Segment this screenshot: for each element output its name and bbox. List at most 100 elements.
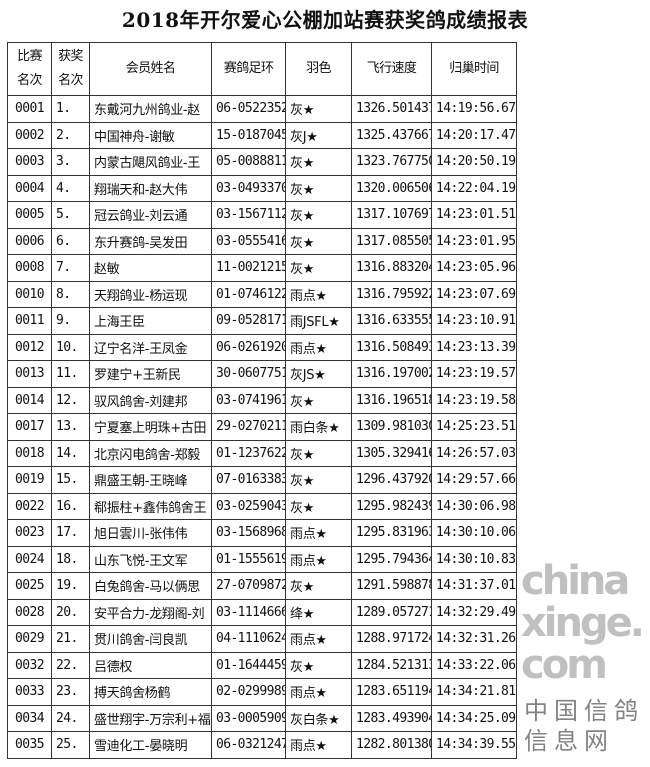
arrival-time-cell: 14:32:31.260 xyxy=(431,625,517,653)
ring-number-cell: 29-0270211 xyxy=(211,413,286,441)
ring-number-cell: 05-0088811 xyxy=(211,148,286,176)
ring-number-cell: 01-1644459 xyxy=(211,651,286,679)
color-cell: 灰★ xyxy=(285,386,352,414)
table-row: 0001 1. 东戴河九州鸽业-赵 06-0522352 灰★ 1326.501437 14… xyxy=(7,95,517,123)
arrival-time-cell: 14:33:22.060 xyxy=(431,651,517,679)
results-table: 比赛名次 获奖名次 会员姓名 赛鸽足环 羽色 飞行速度 归巢时间 0001 1. 东戴河九州鸽业… xyxy=(7,42,517,759)
speed-cell: 1325.437667 xyxy=(351,121,432,149)
table-row: 0034 24. 盛世翔宇-万宗利+福 03-0005909 灰白条★ 1283.4939… xyxy=(7,704,517,732)
ring-number-cell: 01-0746122 xyxy=(211,280,286,308)
color-cell: 灰★ xyxy=(285,439,352,467)
member-name-cell: 驭风鸽舍-刘建邦 xyxy=(89,386,212,414)
member-name-cell: 雪迪化工-晏晓明 xyxy=(89,731,212,759)
table-row: 0006 6. 东升赛鸽-吴发田 03-0555416 灰★ 1317.085505 14:… xyxy=(7,227,517,255)
ring-number-cell: 09-0528171 xyxy=(211,307,286,335)
rank-header: 比赛名次 xyxy=(7,42,52,96)
ring-number-cell: 03-1567112 xyxy=(211,201,286,229)
member-name-cell: 东升赛鸽-吴发田 xyxy=(89,227,212,255)
award-rank-cell: 18. xyxy=(51,545,90,573)
ring-number-cell: 03-1114666 xyxy=(211,598,286,626)
header-row: 比赛名次 获奖名次 会员姓名 赛鸽足环 羽色 飞行速度 归巢时间 xyxy=(7,42,517,96)
speed-cell: 1323.767750 xyxy=(351,148,432,176)
award-rank-cell: 21. xyxy=(51,625,90,653)
award-rank-cell: 20. xyxy=(51,598,90,626)
rank-cell: 0011 xyxy=(7,307,52,335)
award-rank-cell: 25. xyxy=(51,731,90,759)
color-cell: 灰J★ xyxy=(285,121,352,149)
member-name-cell: 白兔鸽舍-马以俩思 xyxy=(89,572,212,600)
rank-cell: 0022 xyxy=(7,492,52,520)
table-row: 0024 18. 山东飞悦-王文军 01-1555619 雨点★ 1295.794364 1… xyxy=(7,545,517,573)
rank-cell: 0001 xyxy=(7,95,52,123)
rank-cell: 0023 xyxy=(7,519,52,547)
speed-cell: 1316.883204 xyxy=(351,254,432,282)
color-cell: 灰★ xyxy=(285,148,352,176)
rank-cell: 0014 xyxy=(7,386,52,414)
color-cell: 雨点★ xyxy=(285,545,352,573)
arrival-time-cell: 14:30:10.830 xyxy=(431,545,517,573)
member-name-cell: 上海王臣 xyxy=(89,307,212,335)
table-row: 0013 11. 罗建宁+王新民 30-0607751 灰JS★ 1316.197002 1… xyxy=(7,360,517,388)
member-name-cell: 翔瑞天和-赵大伟 xyxy=(89,174,212,202)
table-row: 0029 21. 贯川鸽舍-闫良凯 04-1110624 雨点★ 1288.971724 1… xyxy=(7,625,517,653)
arrival-time-cell: 14:31:37.010 xyxy=(431,572,517,600)
arrival-time-cell: 14:22:04.190 xyxy=(431,174,517,202)
member-name-cell: 安平合力-龙翔阁-刘 xyxy=(89,598,212,626)
speed-cell: 1283.651194 xyxy=(351,678,432,706)
member-name-cell: 北京闪电鸽舍-郑毅 xyxy=(89,439,212,467)
rank-cell: 0017 xyxy=(7,413,52,441)
arrival-time-cell: 14:20:50.190 xyxy=(431,148,517,176)
member-name-cell: 郗振柱+鑫伟鸽舍王 xyxy=(89,492,212,520)
rank-cell: 0019 xyxy=(7,466,52,494)
color-cell: 雨点★ xyxy=(285,678,352,706)
table-row: 0014 12. 驭风鸽舍-刘建邦 03-0741961 灰★ 1316.196518 14… xyxy=(7,386,517,414)
award-rank-cell: 5. xyxy=(51,201,90,229)
member-name-cell: 旭日雲川-张伟伟 xyxy=(89,519,212,547)
speed-cell: 1291.598878 xyxy=(351,572,432,600)
arrival-time-cell: 14:23:19.580 xyxy=(431,386,517,414)
award-rank-cell: 7. xyxy=(51,254,90,282)
ring-number-cell: 01-1237622 xyxy=(211,439,286,467)
award-rank-cell: 12. xyxy=(51,386,90,414)
award-rank-cell: 23. xyxy=(51,678,90,706)
table-row: 0017 13. 宁夏塞上明珠+古田 29-0270211 雨白条★ 1309.98103… xyxy=(7,413,517,441)
speed-cell: 1295.831963 xyxy=(351,519,432,547)
speed-cell: 1326.501437 xyxy=(351,95,432,123)
arrival-time-cell: 14:29:57.660 xyxy=(431,466,517,494)
ring-number-cell: 07-0163383 xyxy=(211,466,286,494)
arrival-time-cell: 14:34:39.550 xyxy=(431,731,517,759)
ring-number-cell: 01-1555619 xyxy=(211,545,286,573)
table-row: 0035 25. 雪迪化工-晏晓明 06-0321247 雨点★ 1282.801380 1… xyxy=(7,731,517,759)
speed-cell: 1282.801380 xyxy=(351,731,432,759)
ring-number-cell: 03-0555416 xyxy=(211,227,286,255)
rank-cell: 0029 xyxy=(7,625,52,653)
speed-cell: 1316.197002 xyxy=(351,360,432,388)
award-rank-header: 获奖名次 xyxy=(51,42,90,96)
watermark-logo: chinaxinge.com xyxy=(521,558,645,688)
arrival-time-cell: 14:23:07.690 xyxy=(431,280,517,308)
color-cell: 灰白条★ xyxy=(285,704,352,732)
member-name-cell: 宁夏塞上明珠+古田 xyxy=(89,413,212,441)
rank-cell: 0008 xyxy=(7,254,52,282)
ring-number-header: 赛鸽足环 xyxy=(211,42,286,96)
speed-cell: 1289.057271 xyxy=(351,598,432,626)
rank-cell: 0025 xyxy=(7,572,52,600)
arrival-time-cell: 14:25:23.510 xyxy=(431,413,517,441)
color-cell: 雨点★ xyxy=(285,625,352,653)
color-cell: 雨点★ xyxy=(285,280,352,308)
rank-cell: 0018 xyxy=(7,439,52,467)
ring-number-cell: 11-0021215 xyxy=(211,254,286,282)
award-rank-cell: 6. xyxy=(51,227,90,255)
arrival-time-cell: 14:23:01.510 xyxy=(431,201,517,229)
color-cell: 灰★ xyxy=(285,492,352,520)
rank-cell: 0034 xyxy=(7,704,52,732)
rank-cell: 0028 xyxy=(7,598,52,626)
award-rank-cell: 16. xyxy=(51,492,90,520)
award-rank-cell: 4. xyxy=(51,174,90,202)
speed-cell: 1284.521313 xyxy=(351,651,432,679)
table-row: 0028 20. 安平合力-龙翔阁-刘 03-1114666 绛★ 1289.057271… xyxy=(7,598,517,626)
award-rank-cell: 2. xyxy=(51,121,90,149)
color-cell: 灰★ xyxy=(285,651,352,679)
speed-header: 飞行速度 xyxy=(351,42,432,96)
rank-cell: 0013 xyxy=(7,360,52,388)
